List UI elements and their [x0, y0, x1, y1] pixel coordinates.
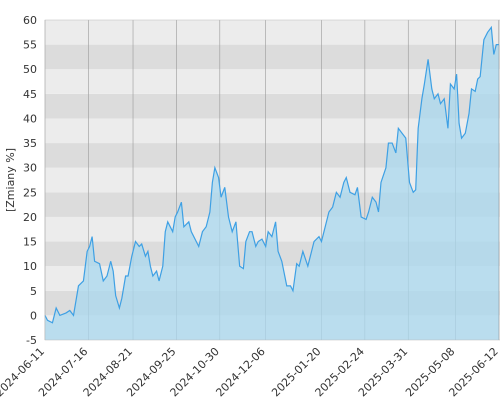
y-tick-label: 35	[23, 137, 37, 150]
y-tick-label: 60	[23, 14, 37, 27]
y-tick-label: 10	[23, 260, 37, 273]
y-tick-label: 0	[30, 309, 37, 322]
y-tick-label: -5	[26, 334, 37, 347]
y-tick-label: 50	[23, 63, 37, 76]
y-tick-label: 20	[23, 211, 37, 224]
y-tick-label: 55	[23, 39, 37, 52]
plot-border	[44, 19, 500, 341]
x-tick-label: 2024-12-06	[213, 345, 267, 399]
y-tick-label: 30	[23, 162, 37, 175]
area	[45, 27, 499, 340]
y-tick-label: 40	[23, 112, 37, 125]
grid-band	[45, 20, 500, 45]
y-axis-label: [Zmiany %]	[4, 148, 17, 212]
grid-band	[45, 44, 500, 70]
y-tick-label: 5	[30, 285, 37, 298]
line	[44, 25, 499, 324]
y-tick-label: 45	[23, 88, 37, 101]
y-tick-label: 25	[23, 186, 37, 199]
y-tick-label: 15	[23, 236, 37, 249]
